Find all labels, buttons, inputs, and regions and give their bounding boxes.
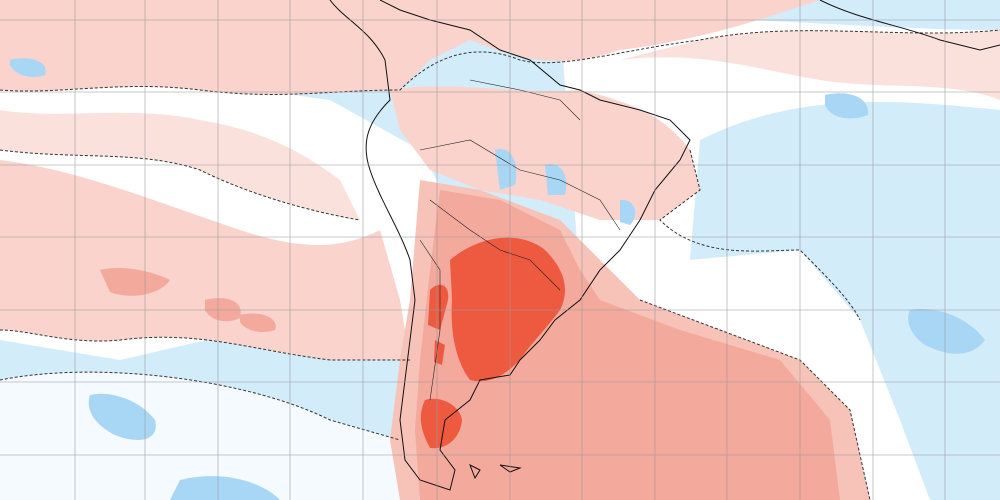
negative-anomaly [10,58,985,500]
positive-anomaly-strong [420,237,565,449]
coastlines [329,0,1000,491]
borders [419,79,621,401]
